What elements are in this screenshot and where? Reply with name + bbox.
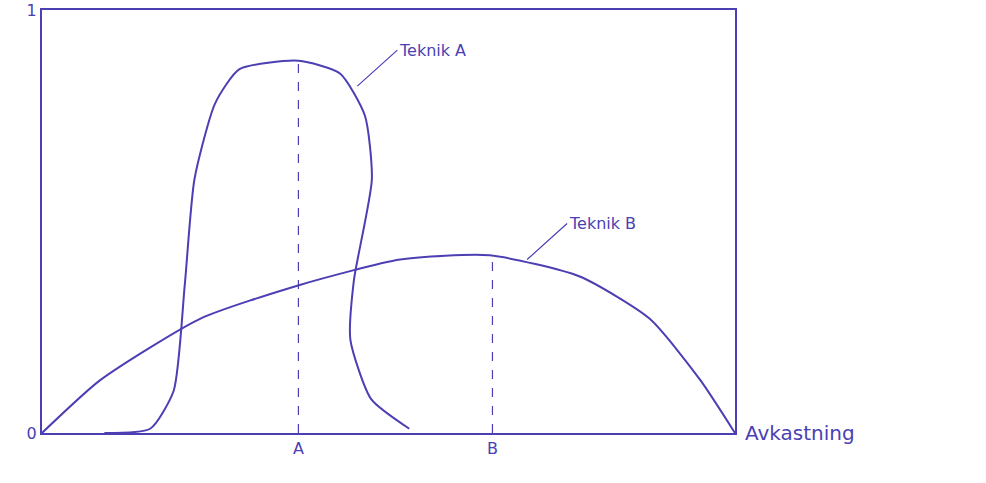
svg-text:Teknik B: Teknik B <box>569 214 636 233</box>
svg-text:1: 1 <box>27 1 37 20</box>
svg-text:Teknik A: Teknik A <box>399 41 466 60</box>
svg-text:A: A <box>293 439 304 458</box>
svg-text:0: 0 <box>27 424 37 443</box>
svg-text:Avkastning: Avkastning <box>745 421 855 445</box>
svg-text:B: B <box>487 439 498 458</box>
